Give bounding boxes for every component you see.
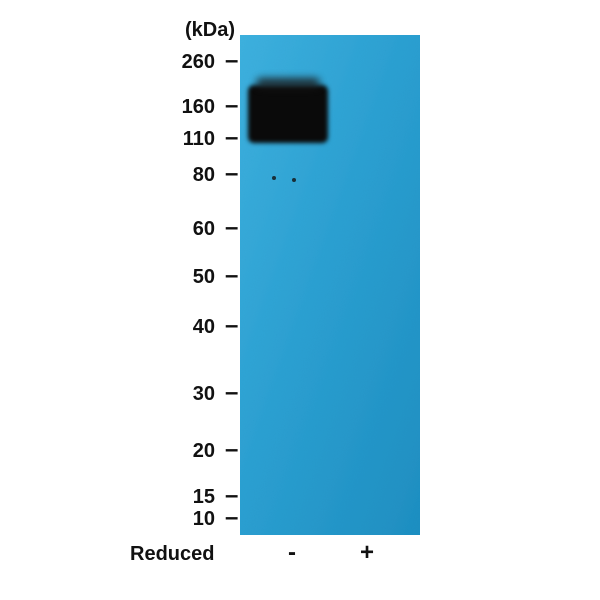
mw-label-10: 10 — [193, 508, 215, 531]
mw-tick-50: – — [225, 262, 238, 290]
mw-tick-30: – — [225, 379, 238, 407]
mw-tick-20: – — [225, 436, 238, 464]
mw-label-80: 80 — [193, 164, 215, 187]
mw-label-30: 30 — [193, 383, 215, 406]
mw-tick-260: – — [225, 47, 238, 75]
mw-tick-40: – — [225, 312, 238, 340]
mw-tick-160: – — [225, 92, 238, 120]
blot-speck-1 — [292, 178, 296, 182]
lane-symbol-0: - — [282, 539, 302, 567]
blot-speck-0 — [272, 176, 276, 180]
mw-tick-80: – — [225, 160, 238, 188]
mw-label-160: 160 — [182, 96, 215, 119]
condition-label-reduced: Reduced — [130, 543, 214, 566]
mw-label-50: 50 — [193, 266, 215, 289]
mw-label-260: 260 — [182, 51, 215, 74]
mw-tick-110: – — [225, 124, 238, 152]
mw-tick-60: – — [225, 214, 238, 242]
lane-symbol-1: + — [357, 539, 377, 567]
mw-label-110: 110 — [183, 128, 215, 151]
mw-label-40: 40 — [193, 316, 215, 339]
mw-label-15: 15 — [193, 486, 215, 509]
mw-tick-10: – — [225, 504, 238, 532]
blot-band-0 — [248, 85, 328, 143]
blot-band-1 — [256, 78, 320, 88]
mw-label-60: 60 — [193, 218, 215, 241]
axis-title-kda: (kDa) — [185, 19, 235, 42]
mw-label-20: 20 — [193, 440, 215, 463]
